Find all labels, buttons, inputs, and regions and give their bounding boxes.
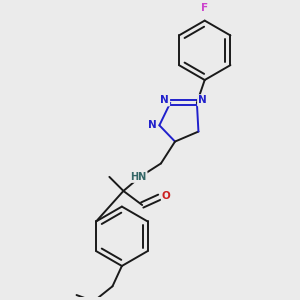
Text: HN: HN (130, 172, 147, 182)
Text: F: F (201, 3, 208, 13)
Text: N: N (160, 95, 169, 105)
Text: O: O (162, 190, 171, 201)
Text: N: N (198, 95, 207, 105)
Text: N: N (148, 120, 157, 130)
